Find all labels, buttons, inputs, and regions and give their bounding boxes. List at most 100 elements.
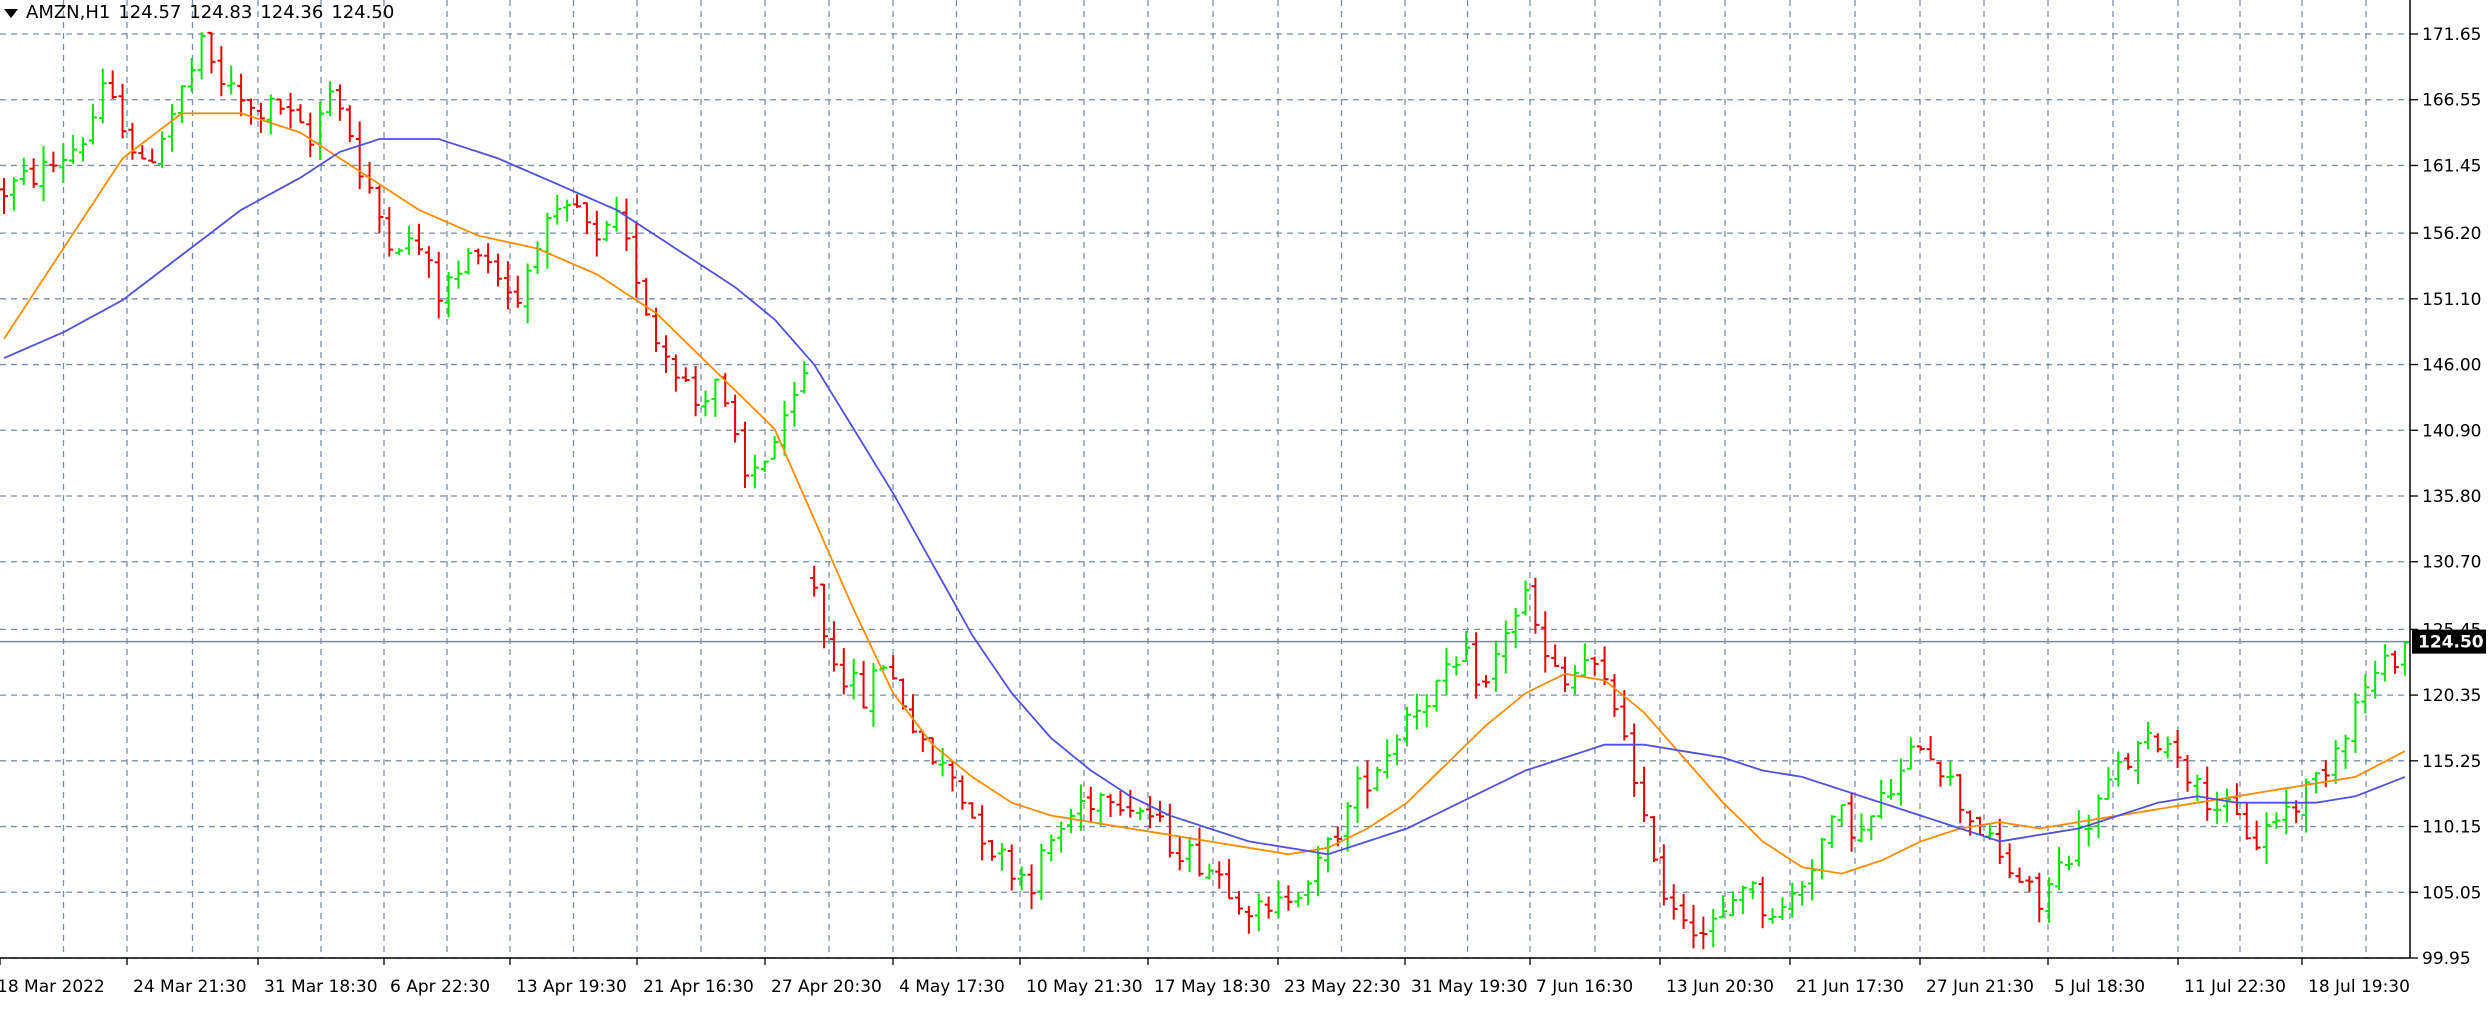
x-tick-label: 24 Mar 21:30 (133, 977, 247, 997)
ohlc-bar-up (1857, 813, 1866, 843)
ohlc-bar-down (2203, 766, 2212, 821)
ohlc-bar-down (1027, 864, 1036, 910)
ohlc-bar-down (1590, 656, 1599, 676)
ohlc-bar-up (1274, 881, 1283, 918)
ohlc-bar-down (1007, 844, 1016, 891)
ohlc-bar-up (464, 248, 473, 275)
ohlc-bar-up (563, 199, 572, 222)
ohlc-bar-down (494, 253, 502, 287)
ohlc-bar-up (1719, 895, 1728, 919)
ohlc-bar-up (395, 248, 404, 255)
ohlc-bar-up (543, 212, 552, 269)
ohlc-bar-down (128, 122, 137, 160)
ohlc-bar-down (582, 202, 591, 235)
ohlc-bar-up (1946, 761, 1955, 786)
ohlc-bar-down (948, 760, 957, 792)
ohlc-bar-down (1610, 673, 1619, 717)
x-tick-label: 18 Jul 19:30 (2308, 977, 2410, 997)
y-tick-label: 99.95 (2422, 949, 2471, 969)
ohlc-bar-up (1422, 693, 1431, 728)
x-tick-label: 13 Jun 20:30 (1666, 977, 1774, 997)
ohlc-bar-up (177, 85, 186, 123)
ohlc-bar-down (2390, 650, 2399, 674)
ohlc-bar-down (355, 121, 364, 190)
ohlc-bar-down (958, 775, 967, 810)
x-tick-label: 31 May 19:30 (1411, 977, 1528, 997)
ohlc-bar-up (523, 263, 532, 324)
ohlc-bar-up (997, 843, 1006, 871)
ohlc-bar-up (1412, 693, 1421, 730)
x-tick-label: 11 Jul 22:30 (2184, 977, 2286, 997)
ohlc-bar-down (375, 185, 384, 233)
ohlc-bar-up (1432, 679, 1441, 712)
ohlc-bar-down (889, 655, 898, 680)
ohlc-bar-up (2094, 794, 2103, 839)
y-tick-label: 140.90 (2422, 421, 2481, 441)
ohlc-bar-down (671, 354, 680, 392)
ohlc-bar-up (158, 131, 167, 168)
ohlc-bar-up (1778, 897, 1787, 921)
ohlc-bar-up (1887, 779, 1896, 800)
ohlc-bar-down (2015, 867, 2024, 883)
current-price-tag (2412, 629, 2486, 654)
symbol-header[interactable]: AMZN,H1 124.57 124.83 124.36 124.50 (4, 2, 402, 23)
ohlc-bar-down (503, 261, 512, 310)
ohlc-bar-down (1936, 761, 1945, 787)
ohlc-bar-down (1146, 796, 1155, 829)
ohlc-bar-up (1808, 859, 1817, 901)
ohlc-bar-down (988, 840, 996, 861)
ohlc-bar-down (2183, 754, 2192, 792)
ohlc-bar-up (167, 104, 176, 152)
ohlc-bar-up (1768, 908, 1777, 924)
ohlc-bar-up (849, 658, 858, 700)
ohlc-bar-down (681, 367, 690, 383)
ohlc-bar-up (1837, 803, 1846, 826)
ohlc-bar-up (1511, 607, 1520, 649)
ohlc-bar-down (484, 243, 493, 274)
ohlc-bar-down (1531, 577, 1540, 634)
x-tick-label: 13 Apr 19:30 (516, 977, 627, 997)
y-tick-label: 130.70 (2422, 553, 2481, 573)
ohlc-bar-up (2134, 741, 2143, 785)
ohlc-bar-up (1827, 815, 1836, 849)
ohlc-bar-down (741, 421, 749, 488)
ohlc-bar-down (1126, 789, 1135, 818)
ohlc-bar-up (2143, 721, 2152, 750)
x-tick-label: 10 May 21:30 (1026, 977, 1143, 997)
ohlc-bar-down (1640, 766, 1649, 822)
x-tick-label: 23 May 22:30 (1284, 977, 1401, 997)
ohlc-bar-down (1669, 884, 1678, 920)
ohlc-bar-up (790, 381, 799, 427)
ohlc-bar-down (306, 112, 315, 158)
ohlc-bar-down (859, 660, 868, 709)
ohlc-bar-up (2055, 847, 2064, 891)
dropdown-triangle-icon[interactable] (4, 8, 18, 18)
ohlc-bar-up (1709, 909, 1718, 948)
ohlc-low: 124.36 (260, 2, 324, 23)
ohlc-bar-up (1729, 891, 1737, 917)
ohlc-bar-up (2371, 660, 2380, 699)
y-tick-label: 151.10 (2422, 290, 2481, 310)
ohlc-bar-down (1679, 893, 1688, 929)
ohlc-bar-up (266, 94, 275, 135)
ohlc-bar-up (2262, 812, 2271, 865)
ohlc-bar-up (780, 400, 789, 456)
ohlc-bar-down (2035, 872, 2044, 923)
ohlc-bar-down (1363, 760, 1372, 809)
ohlc-bar-down (642, 278, 651, 316)
ohlc-bar-up (1343, 802, 1352, 852)
ohlc-bar-down (820, 583, 829, 649)
ohlc-bar-down (345, 105, 354, 143)
ohlc-bar-down (1235, 891, 1243, 915)
ohlc-bar-down (0, 177, 8, 215)
ohlc-bar-down (978, 805, 987, 861)
ohlc-bar-up (1383, 739, 1392, 779)
ohlc-bar-up (1373, 766, 1382, 792)
ohlc-bar-up (1294, 891, 1303, 908)
ohlc-bar-up (19, 157, 28, 186)
ohlc-bar-down (207, 31, 216, 74)
ohlc-bar-up (326, 81, 335, 117)
ohlc-bar-down (474, 248, 483, 265)
